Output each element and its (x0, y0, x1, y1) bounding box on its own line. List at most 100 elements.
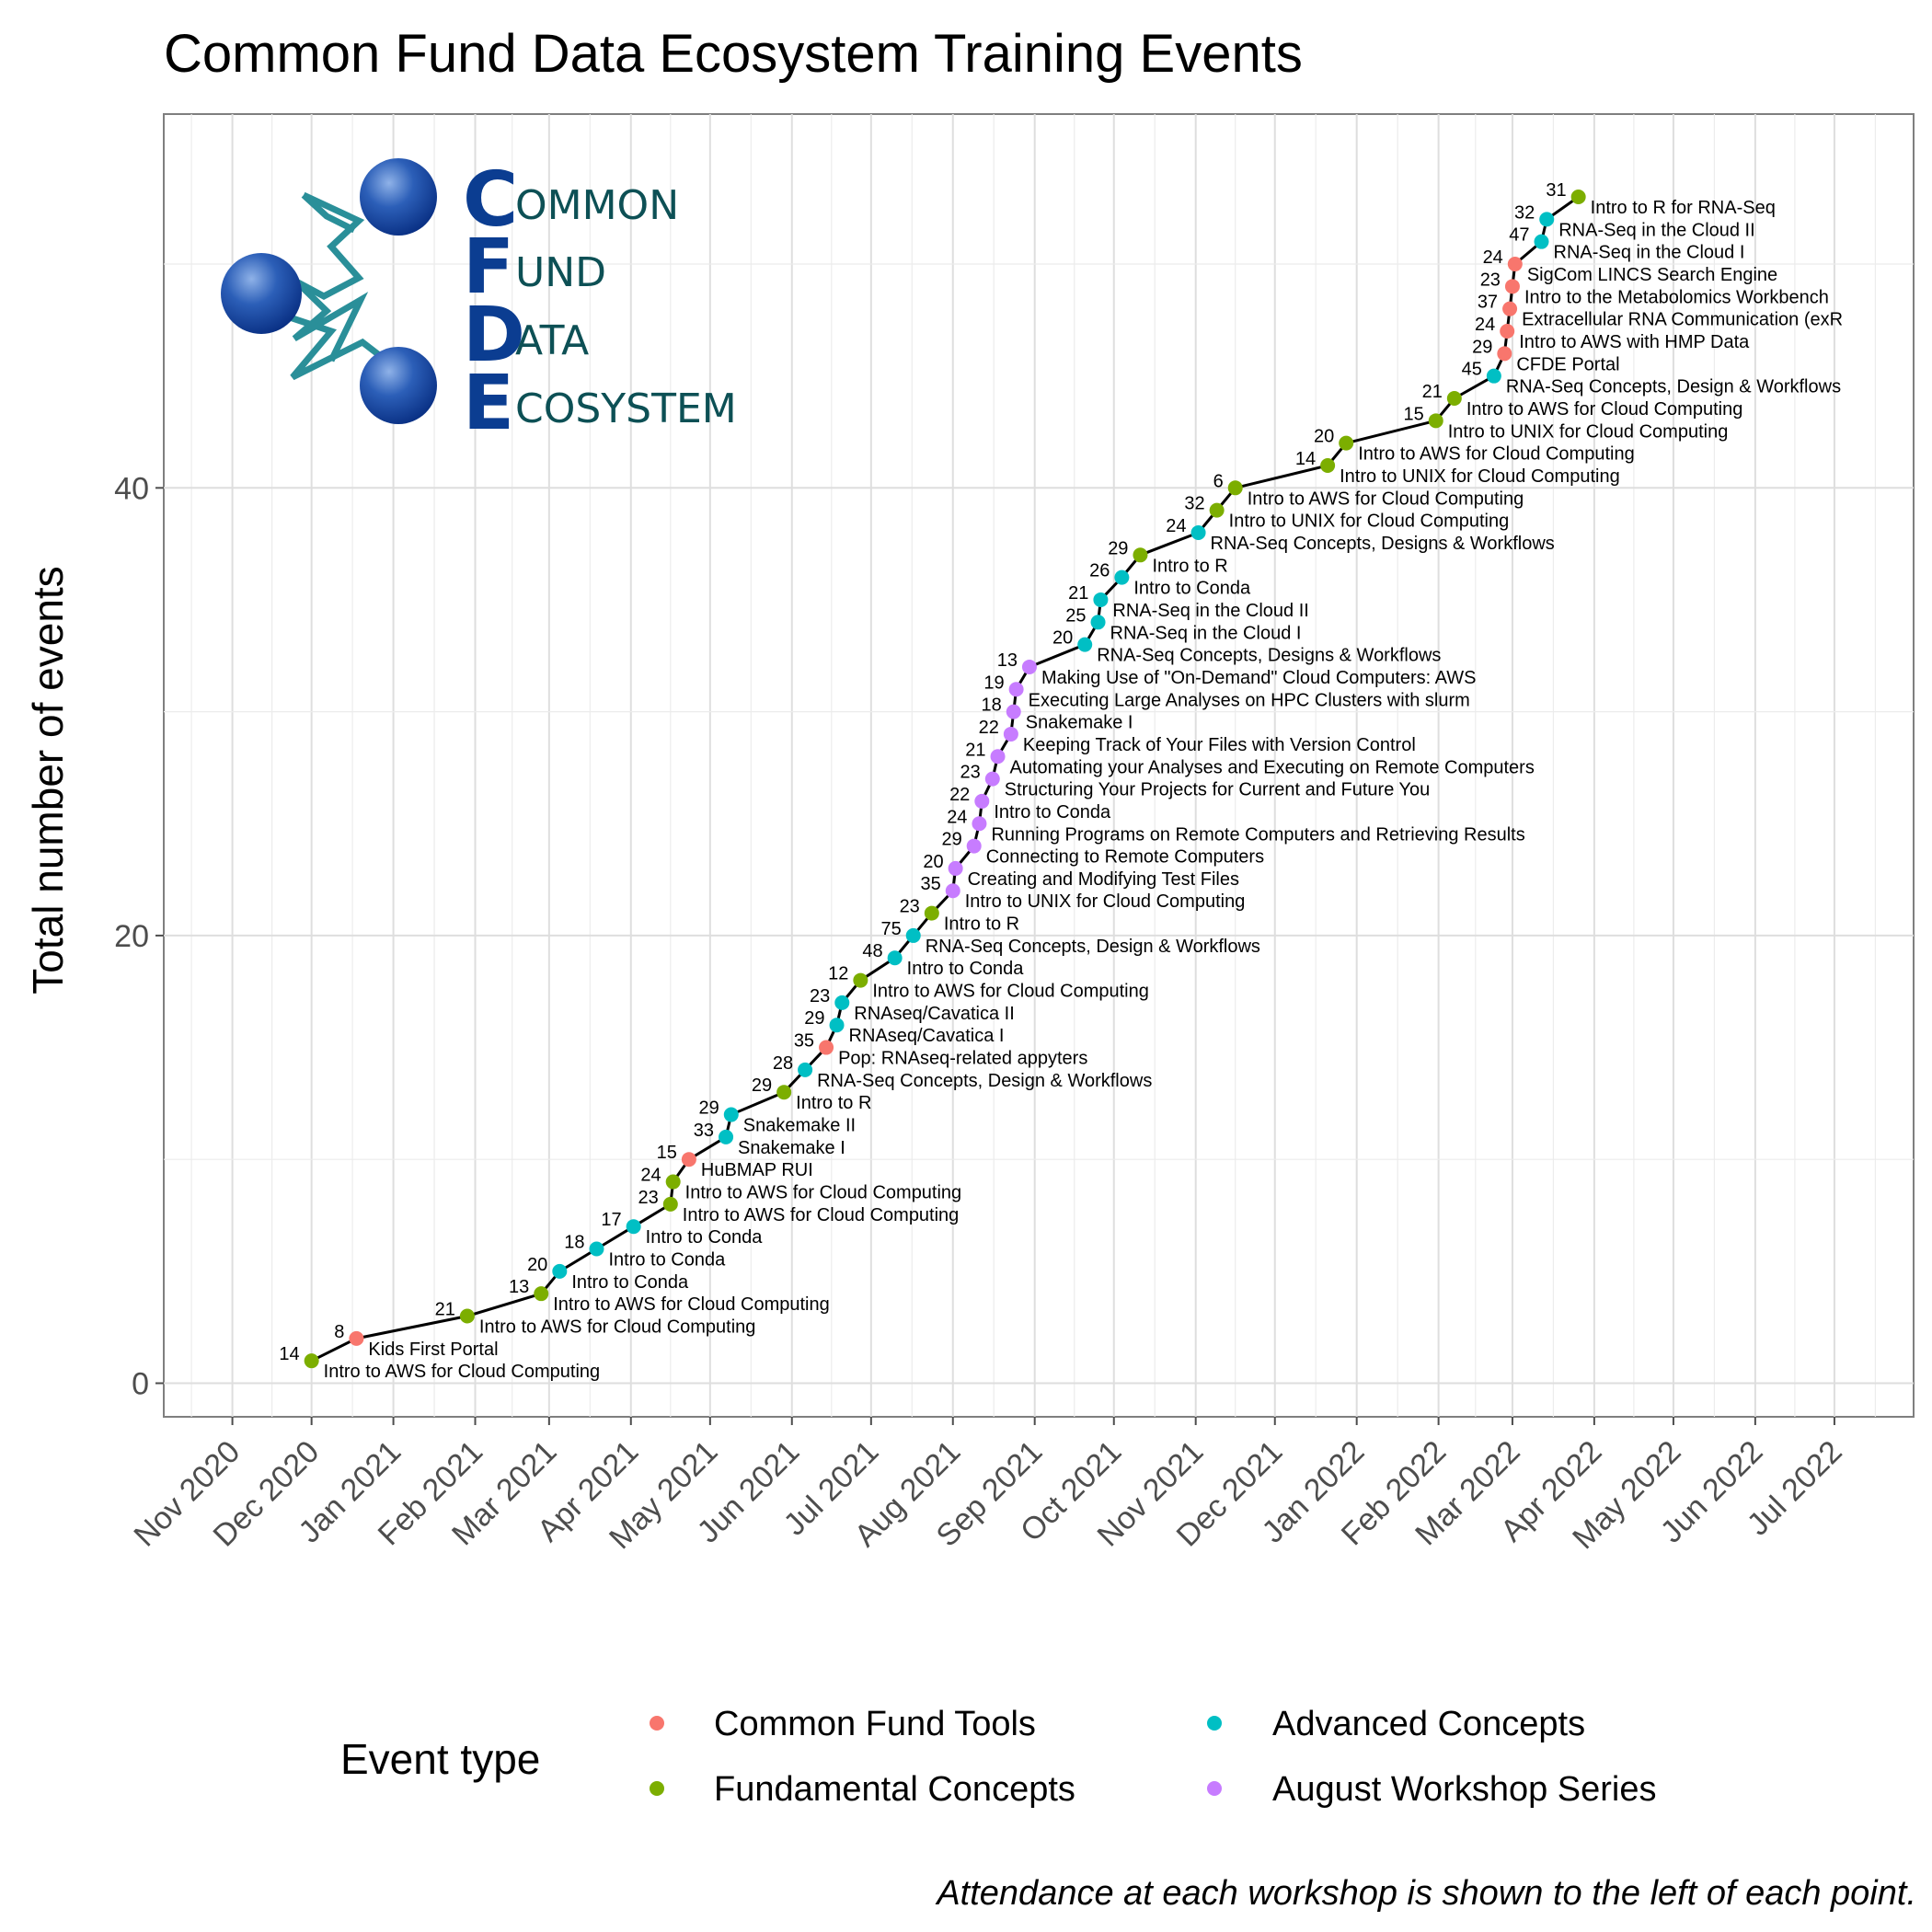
logo-ball-bottom (360, 347, 437, 424)
event-label: RNA-Seq in the Cloud I (1554, 243, 1745, 263)
event-point (990, 749, 1006, 765)
event-label: Structuring Your Projects for Current an… (1005, 780, 1431, 800)
event-point (589, 1241, 604, 1257)
logo-ball-top (360, 158, 437, 236)
attendance-label: 21 (965, 740, 985, 760)
event-point-group: 24 RNA-Seq Concepts, Designs & Workflows (1166, 516, 1554, 554)
event-point-group: 31 Intro to R for RNA-Seq (1546, 180, 1775, 218)
event-point-group: 18 Snakemake I (981, 696, 1133, 733)
event-point (552, 1263, 568, 1279)
event-point-group: 29 RNAseq/Cavatica I (804, 1008, 1004, 1046)
event-label: Snakemake II (743, 1116, 856, 1136)
event-label: Snakemake I (1026, 713, 1133, 733)
event-point-group: 75 RNA-Seq Concepts, Design & Workflows (880, 919, 1259, 957)
event-point-group: 21 Intro to AWS for Cloud Computing (1422, 382, 1743, 420)
event-label: Intro to AWS for Cloud Computing (553, 1294, 830, 1315)
event-point (1428, 413, 1443, 429)
event-point-group: 23 Structuring Your Projects for Current … (960, 763, 1431, 800)
event-point-group: 35 Intro to UNIX for Cloud Computing (921, 874, 1246, 912)
grid-lines (164, 114, 1914, 1417)
attendance-label: 29 (752, 1075, 772, 1096)
event-label: Intro to R for RNA-Seq (1591, 198, 1776, 218)
event-point-group: 23 RNAseq/Cavatica II (810, 986, 1015, 1024)
event-point (974, 793, 990, 809)
plot-panel (163, 113, 1915, 1418)
event-point-group: 21 RNA-Seq in the Cloud II (1068, 583, 1309, 621)
event-point (1090, 615, 1106, 630)
event-point (1320, 457, 1336, 473)
event-label: Intro to the Metabolomics Workbench (1524, 287, 1829, 307)
event-label: Kids First Portal (368, 1340, 498, 1360)
attendance-label: 23 (960, 763, 981, 783)
attendance-label: 24 (1475, 315, 1495, 335)
attendance-label: 29 (699, 1098, 719, 1119)
event-point (626, 1219, 641, 1235)
event-label: RNAseq/Cavatica I (849, 1026, 1005, 1046)
attendance-label: 32 (1184, 494, 1204, 514)
logo-letter-c: C (463, 156, 518, 244)
attendance-label: 20 (1052, 628, 1073, 649)
event-point-group: 12 Intro to AWS for Cloud Computing (828, 964, 1149, 1002)
event-point (924, 905, 939, 921)
event-label: Running Programs on Remote Computers and… (991, 824, 1524, 845)
event-point (349, 1330, 364, 1346)
event-point-group: 47 RNA-Seq in the Cloud I (1509, 225, 1744, 263)
event-point-group: 20 Creating and Modifying Test Files (923, 852, 1239, 890)
event-label: Making Use of "On-Demand" Cloud Computer… (1041, 668, 1477, 688)
event-point-group: 24 Intro to AWS with HMP Data (1475, 315, 1750, 352)
logo-word-data: ATA (515, 317, 589, 364)
event-point (966, 838, 982, 854)
attendance-label: 18 (564, 1233, 584, 1253)
event-point-group: 29 Intro to R (1108, 538, 1228, 576)
y-tick-label: 40 (114, 471, 149, 506)
event-point-group: 35 Pop: RNAseq-related appyters (794, 1031, 1088, 1069)
event-label: Automating your Analyses and Executing o… (1010, 757, 1535, 777)
attendance-label: 14 (1295, 449, 1316, 469)
event-point (945, 883, 960, 899)
legend-label-fundamental-concepts: Fundamental Concepts (714, 1770, 1075, 1809)
event-label: Intro to R (796, 1093, 871, 1113)
legend-swatch-fundamental-concepts (650, 1781, 664, 1796)
event-label: Intro to AWS for Cloud Computing (1248, 489, 1524, 509)
attendance-label: 6 (1213, 471, 1224, 491)
attendance-label: 29 (804, 1008, 824, 1029)
attendance-label: 21 (1068, 583, 1088, 604)
attendance-label: 21 (1422, 382, 1443, 402)
attendance-label: 75 (880, 919, 901, 939)
event-point (665, 1174, 681, 1190)
attendance-label: 24 (1166, 516, 1186, 536)
event-label: Intro to R (944, 914, 1019, 935)
event-label: Intro to AWS for Cloud Computing (685, 1183, 962, 1203)
attendance-label: 14 (279, 1344, 299, 1364)
legend-title: Event type (340, 1735, 540, 1783)
event-label: Intro to UNIX for Cloud Computing (1229, 512, 1510, 532)
event-point (1093, 592, 1109, 607)
event-point (1500, 324, 1515, 339)
event-point-group: 20 Intro to AWS for Cloud Computing (1314, 427, 1635, 465)
logo-word-fund: UND (515, 249, 606, 296)
event-point-group: 15 HuBMAP RUI (657, 1143, 813, 1180)
event-point-group: 33 Snakemake I (694, 1121, 845, 1158)
event-point-group: 32 RNA-Seq in the Cloud II (1514, 202, 1755, 240)
event-point (948, 860, 963, 876)
attendance-label: 15 (657, 1143, 677, 1163)
logo-letter-f: F (463, 224, 514, 311)
event-point (1446, 390, 1462, 406)
legend-swatch-advanced-concepts (1207, 1716, 1222, 1731)
event-point (662, 1196, 678, 1212)
event-point-group: 22 Intro to Conda (949, 785, 1111, 822)
event-point (1021, 659, 1037, 674)
attendance-label: 28 (773, 1053, 793, 1074)
event-point (534, 1286, 549, 1302)
attendance-label: 45 (1462, 360, 1482, 380)
event-label: Intro to AWS for Cloud Computing (872, 982, 1149, 1002)
event-point-group: 32 Intro to UNIX for Cloud Computing (1184, 494, 1509, 532)
cfde-logo: C OMMON F UND D ATA E COSYSTEM (221, 156, 737, 447)
event-point-group: 6 Intro to AWS for Cloud Computing (1213, 471, 1524, 509)
event-point (1227, 480, 1243, 496)
event-point-group: 23 Intro to AWS for Cloud Computing (638, 1188, 960, 1225)
event-label: Intro to UNIX for Cloud Computing (965, 891, 1246, 912)
event-point (1502, 301, 1518, 316)
event-label: Connecting to Remote Computers (986, 847, 1264, 868)
event-label: Intro to UNIX for Cloud Computing (1340, 466, 1620, 487)
